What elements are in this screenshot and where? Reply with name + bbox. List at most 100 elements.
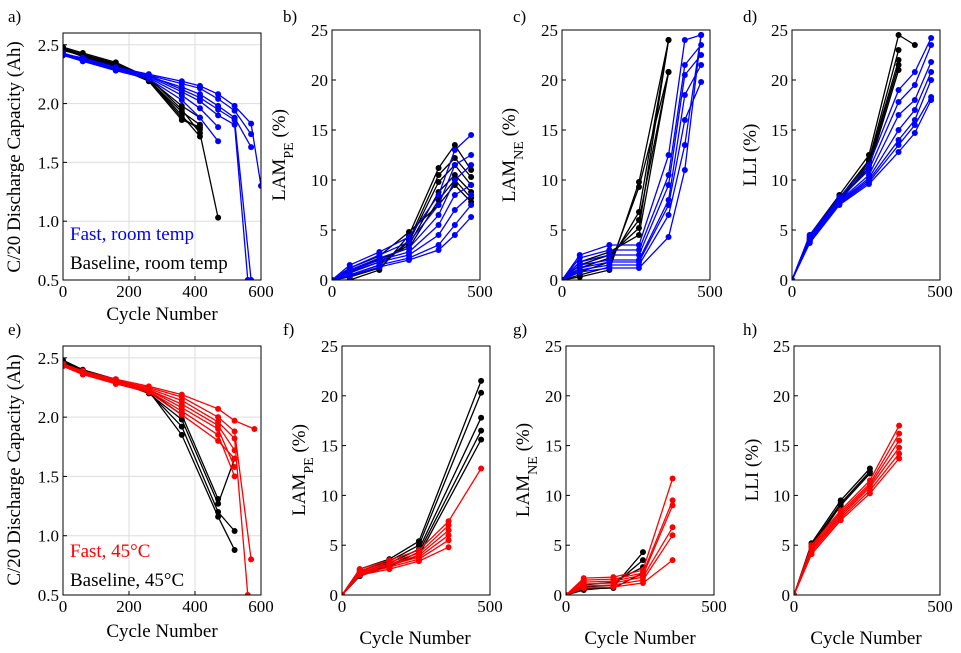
y-tick-label: 0.5: [38, 586, 59, 605]
data-point: [145, 389, 152, 396]
panel-e: 0 200 400 600 0.5 1.0 1.5 2.0 2.5 e) Cycle Number C…: [4, 320, 274, 642]
x-tick-label: 200: [116, 282, 142, 301]
data-point: [468, 192, 475, 198]
data-point: [468, 214, 475, 220]
data-point: [639, 549, 646, 556]
data-point: [792, 277, 795, 280]
y-tick-label: 20: [773, 387, 790, 406]
y-tick-label: 1.5: [38, 467, 59, 486]
y-label-main: LAM: [289, 474, 310, 516]
panel-letter: a): [8, 7, 21, 26]
series-line: [792, 37, 932, 280]
data-point: [665, 152, 672, 158]
legend-entry: Baseline, room temp: [70, 253, 228, 274]
panel-c: 0 500 0 5 10 15 20 25 c) LAMNE (%): [499, 7, 723, 301]
legend-entry: Fast, 45°C: [70, 541, 150, 562]
series-line: [332, 164, 472, 280]
data-point: [435, 202, 442, 208]
x-tick-label: 0: [788, 282, 797, 301]
series-line: [792, 44, 932, 280]
y-tick-label: 0.5: [38, 271, 59, 290]
y-axis-label: LAMNE (%): [499, 108, 527, 202]
data-point: [435, 172, 442, 178]
data-point: [681, 72, 688, 78]
data-point: [669, 497, 676, 504]
data-point: [435, 222, 442, 228]
y-tick-label: 10: [773, 486, 790, 505]
data-point: [451, 222, 458, 228]
data-point: [451, 232, 458, 238]
data-point: [215, 509, 222, 515]
x-tick-label: 0: [59, 597, 68, 616]
data-point: [231, 428, 238, 435]
y-label-unit: (%): [269, 109, 290, 142]
y-axis-label: LAMPE (%): [269, 109, 297, 201]
series-line: [794, 471, 871, 595]
data-point: [231, 455, 238, 462]
data-point: [215, 405, 222, 412]
data-point: [451, 207, 458, 213]
panel-letter: e): [8, 320, 21, 339]
data-point: [248, 131, 255, 138]
data-point: [346, 273, 353, 279]
axes-box: [791, 29, 941, 281]
data-point: [435, 165, 442, 171]
axes-box: [341, 345, 491, 596]
data-point: [451, 147, 458, 153]
y-tick-label: 20: [545, 387, 562, 406]
x-axis-label: Cycle Number: [106, 304, 218, 325]
data-point: [215, 495, 222, 502]
data-point: [405, 234, 412, 240]
data-point: [566, 592, 569, 595]
data-point: [606, 265, 613, 271]
series-group: [792, 32, 935, 280]
y-axis-label: LLI (%): [740, 124, 761, 187]
data-point: [896, 422, 903, 429]
series-line: [332, 134, 472, 280]
data-point: [231, 473, 238, 480]
data-point: [468, 174, 475, 180]
y-tick-label: 20: [541, 71, 558, 90]
data-point: [178, 92, 185, 99]
y-tick-label: 20: [311, 71, 328, 90]
data-point: [451, 192, 458, 198]
y-label-main: LAM: [269, 159, 290, 201]
data-point: [386, 566, 393, 573]
data-point: [896, 450, 903, 457]
data-point: [248, 144, 255, 151]
data-point: [895, 142, 902, 148]
y-tick-label: 10: [311, 171, 328, 190]
legend-entry: Fast, room temp: [70, 224, 194, 245]
data-point: [698, 32, 705, 38]
data-point: [251, 426, 258, 432]
data-point: [468, 132, 475, 138]
y-label-main: LAM: [513, 475, 534, 517]
data-point: [258, 182, 261, 189]
series-line: [794, 440, 900, 595]
data-point: [178, 102, 185, 109]
data-point: [63, 51, 66, 58]
data-point: [63, 363, 66, 370]
y-tick-label: 25: [771, 21, 788, 40]
x-tick-label: 400: [182, 282, 208, 301]
data-point: [895, 127, 902, 133]
x-tick-label: 0: [59, 282, 68, 301]
data-point: [698, 79, 705, 85]
y-tick-label: 0: [320, 271, 329, 290]
data-point: [665, 212, 672, 218]
data-point: [196, 114, 203, 121]
series-group: [63, 44, 261, 280]
data-point: [669, 532, 676, 539]
series-group: [342, 377, 485, 595]
data-point: [248, 556, 255, 563]
data-point: [895, 32, 902, 38]
data-point: [435, 212, 442, 218]
data-point: [911, 82, 918, 88]
series-line: [63, 365, 236, 477]
x-axis-label: Cycle Number: [810, 628, 922, 649]
data-point: [196, 98, 203, 105]
y-label-subscript: NE: [526, 456, 541, 475]
data-point: [808, 551, 815, 558]
data-point: [415, 558, 422, 565]
y-tick-label: 10: [541, 171, 558, 190]
